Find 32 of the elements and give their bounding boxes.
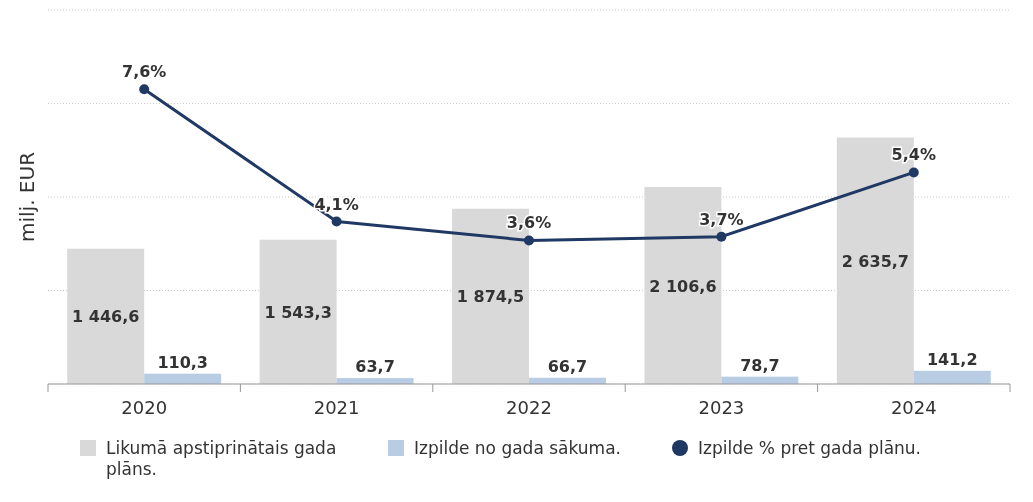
data-label: 2 106,6 (649, 276, 717, 296)
x-tick-label: 2021 (313, 397, 360, 418)
data-label: 1 874,5 (456, 287, 525, 307)
data-label: 1 446,6 (72, 307, 140, 327)
data-label: 141,2 (926, 349, 978, 369)
data-label: 3,6% (506, 213, 552, 233)
point (139, 84, 150, 95)
data-label: 3,7% (699, 209, 744, 229)
x-tick-label: 2024 (890, 397, 937, 418)
bar (67, 248, 145, 384)
x-tick-label: 2020 (121, 397, 168, 418)
bar (913, 370, 991, 384)
point (716, 231, 727, 242)
data-label: 7,6% (122, 62, 167, 82)
data-label: 110,3 (157, 352, 208, 372)
y-axis-title: milj. EUR (15, 151, 39, 243)
bar (259, 239, 337, 384)
point (331, 216, 342, 227)
x-tick-label: 2022 (506, 397, 552, 418)
legend-label: Izpilde no gada sākuma. (414, 438, 621, 458)
data-label: 4,1% (314, 194, 359, 214)
data-label: 1 543,3 (264, 302, 332, 322)
data-label: 66,7 (547, 356, 588, 376)
x-tick-label: 2023 (698, 397, 745, 418)
data-label: 63,7 (355, 357, 395, 377)
data-label: 5,4% (891, 145, 936, 165)
legend-label: Izpilde % pret gada plānu. (698, 438, 922, 458)
point (908, 167, 919, 178)
point (524, 235, 534, 246)
legend-label: Likumā apstiprinātais gada plāns. (106, 438, 337, 479)
data-label: 78,7 (740, 355, 780, 375)
data-label: 2 635,7 (841, 251, 909, 271)
